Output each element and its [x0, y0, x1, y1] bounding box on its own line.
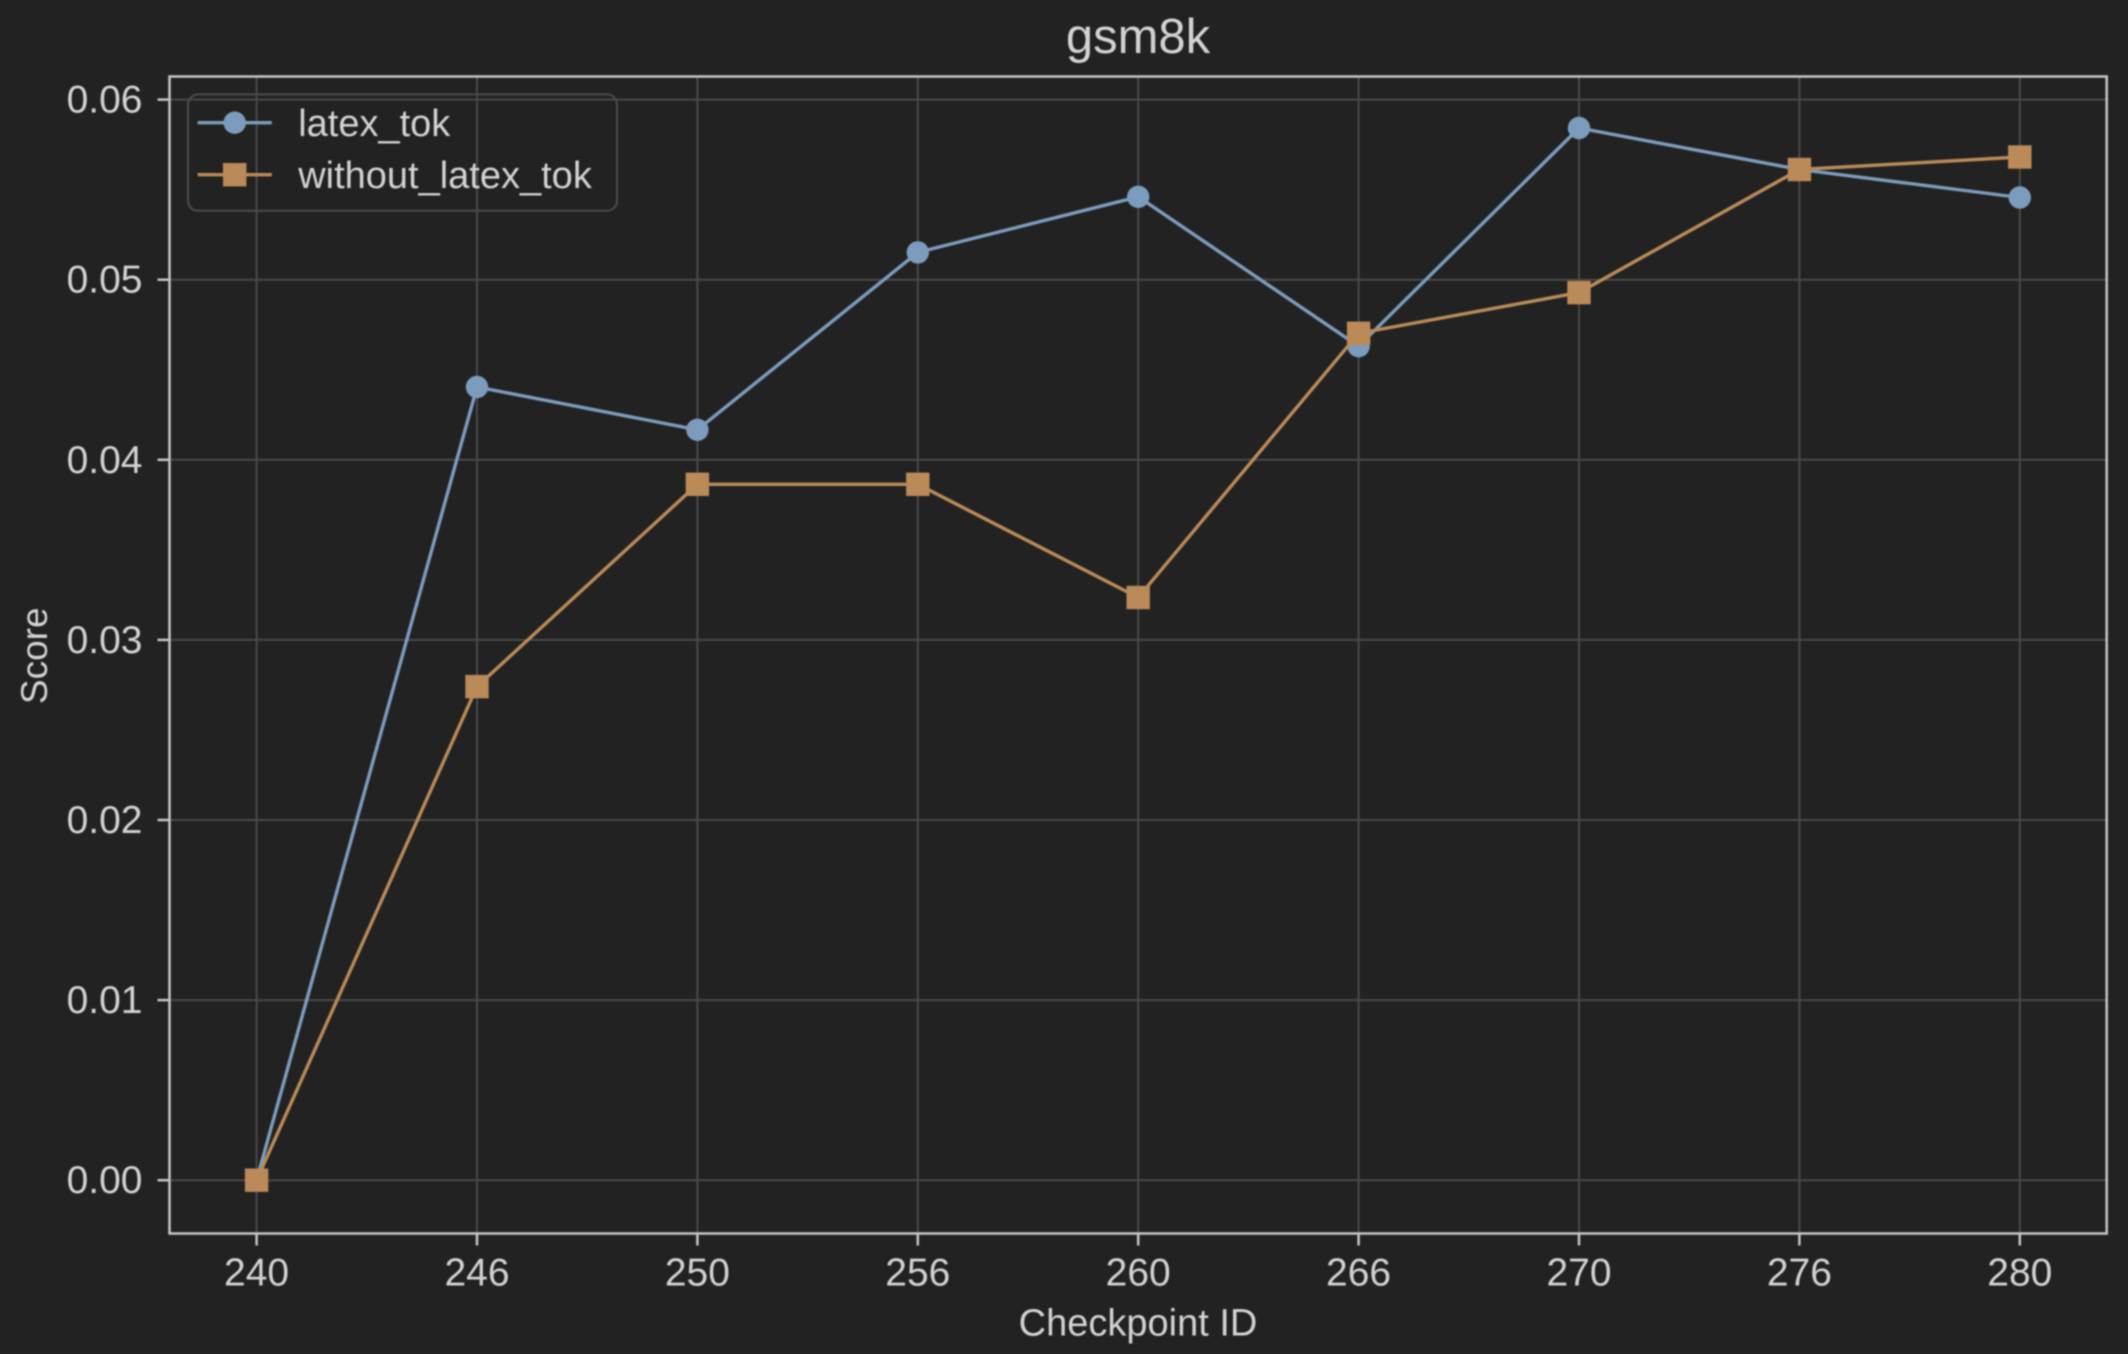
svg-text:0.03: 0.03	[67, 619, 143, 662]
svg-text:without_latex_tok: without_latex_tok	[297, 155, 593, 197]
svg-text:0.00: 0.00	[67, 1159, 143, 1202]
svg-text:280: 280	[1987, 1252, 2052, 1295]
svg-text:266: 266	[1326, 1252, 1391, 1295]
svg-text:276: 276	[1767, 1252, 1832, 1295]
svg-text:240: 240	[224, 1252, 289, 1295]
svg-text:260: 260	[1106, 1252, 1171, 1295]
svg-text:246: 246	[444, 1252, 509, 1295]
svg-text:250: 250	[665, 1252, 730, 1295]
svg-text:0.01: 0.01	[67, 979, 143, 1022]
svg-text:latex_tok: latex_tok	[298, 103, 451, 145]
svg-text:256: 256	[885, 1252, 950, 1295]
svg-text:gsm8k: gsm8k	[1066, 10, 1211, 64]
svg-text:0.02: 0.02	[67, 799, 143, 842]
svg-text:Score: Score	[14, 607, 55, 704]
svg-text:0.05: 0.05	[67, 259, 143, 302]
svg-text:0.04: 0.04	[67, 439, 143, 482]
svg-text:270: 270	[1546, 1252, 1611, 1295]
svg-text:Checkpoint ID: Checkpoint ID	[1019, 1303, 1258, 1345]
svg-text:0.06: 0.06	[67, 79, 143, 122]
